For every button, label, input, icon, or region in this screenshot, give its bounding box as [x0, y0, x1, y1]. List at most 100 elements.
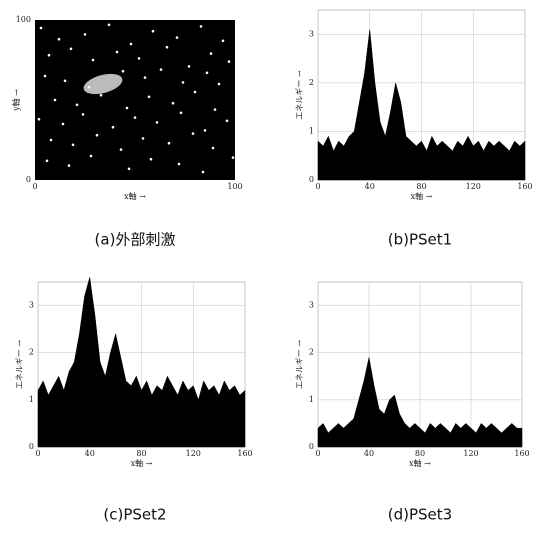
point [192, 132, 195, 135]
point [38, 118, 41, 121]
y-tick-label: 2 [29, 348, 34, 357]
point [204, 129, 207, 132]
point [194, 91, 197, 94]
y-tick-label: 2 [309, 78, 314, 87]
x-axis-label: x軸 → [411, 191, 433, 201]
point [70, 48, 73, 51]
point [200, 25, 203, 28]
x-tick-label: 120 [463, 449, 478, 458]
x-tick-label: 160 [514, 449, 529, 458]
point [88, 86, 91, 89]
point [50, 139, 53, 142]
plot-background [35, 20, 235, 180]
point [152, 30, 155, 33]
caption: (d)PSet3 [388, 506, 452, 524]
point [40, 27, 43, 30]
point [126, 107, 129, 110]
point [188, 65, 191, 68]
point [90, 155, 93, 158]
y-tick-label: 1 [309, 395, 314, 404]
x-tick-label: 40 [85, 449, 95, 458]
point [128, 168, 131, 171]
point [142, 137, 145, 140]
point [44, 75, 47, 78]
x-axis-label: x軸 → [409, 458, 431, 468]
point [120, 148, 123, 151]
point [210, 52, 213, 55]
point [116, 51, 119, 54]
point [96, 134, 99, 137]
x-tick-label: 0 [315, 182, 320, 191]
x-tick-label: 120 [466, 182, 481, 191]
point [144, 76, 147, 79]
figure: 01000100x軸 →y軸 →(a)外部刺激012304080120160x軸… [0, 0, 533, 535]
point [166, 46, 169, 49]
point [222, 40, 225, 43]
point [176, 36, 179, 39]
point [76, 104, 79, 107]
x-tick-label: 0 [35, 449, 40, 458]
y-tick-label: 3 [29, 301, 34, 310]
point [54, 99, 57, 102]
point [212, 147, 215, 150]
y-axis-label: エネルギー → [295, 340, 304, 390]
point [218, 83, 221, 86]
x-tick-label: 40 [365, 182, 375, 191]
point [180, 112, 183, 115]
x-axis-label: x軸 → [124, 191, 146, 201]
y-axis-label: y軸 → [11, 89, 21, 112]
y-tick-label: 100 [16, 15, 31, 24]
y-tick-label: 3 [309, 301, 314, 310]
caption: (a)外部刺激 [95, 231, 176, 249]
point [58, 38, 61, 41]
point [84, 33, 87, 36]
y-tick-label: 0 [26, 175, 31, 184]
y-tick-label: 0 [309, 442, 314, 451]
point [156, 121, 159, 124]
point [100, 94, 103, 97]
point [232, 156, 235, 159]
y-tick-label: 1 [29, 395, 34, 404]
y-tick-label: 3 [309, 29, 314, 38]
point [206, 72, 209, 75]
point [160, 68, 163, 71]
point [62, 123, 65, 126]
y-tick-label: 1 [309, 126, 314, 135]
y-tick-label: 2 [309, 348, 314, 357]
point [134, 116, 137, 119]
point [72, 144, 75, 147]
point [214, 108, 217, 111]
point [228, 60, 231, 63]
x-axis-label: x軸 → [131, 458, 153, 468]
x-tick-label: 40 [364, 449, 374, 458]
point [112, 126, 115, 129]
y-axis-label: エネルギー → [295, 70, 304, 120]
point [82, 113, 85, 116]
x-tick-label: 0 [32, 182, 37, 191]
point [172, 102, 175, 105]
x-tick-label: 100 [227, 182, 242, 191]
x-tick-label: 160 [237, 449, 252, 458]
point [148, 96, 151, 99]
y-axis-label: エネルギー → [15, 340, 24, 390]
point [178, 163, 181, 166]
point [168, 142, 171, 145]
point [130, 43, 133, 46]
point [202, 171, 205, 174]
point [46, 160, 49, 163]
point [92, 59, 95, 62]
point [68, 164, 71, 167]
x-tick-label: 80 [136, 449, 146, 458]
point [182, 81, 185, 84]
point [138, 57, 141, 60]
point [226, 120, 229, 123]
point [150, 158, 153, 161]
x-tick-label: 0 [315, 449, 320, 458]
y-tick-label: 0 [29, 442, 34, 451]
point [48, 54, 51, 57]
point [122, 70, 125, 73]
x-tick-label: 80 [415, 449, 425, 458]
y-tick-label: 0 [309, 175, 314, 184]
point [108, 24, 111, 27]
caption: (c)PSet2 [103, 506, 166, 524]
